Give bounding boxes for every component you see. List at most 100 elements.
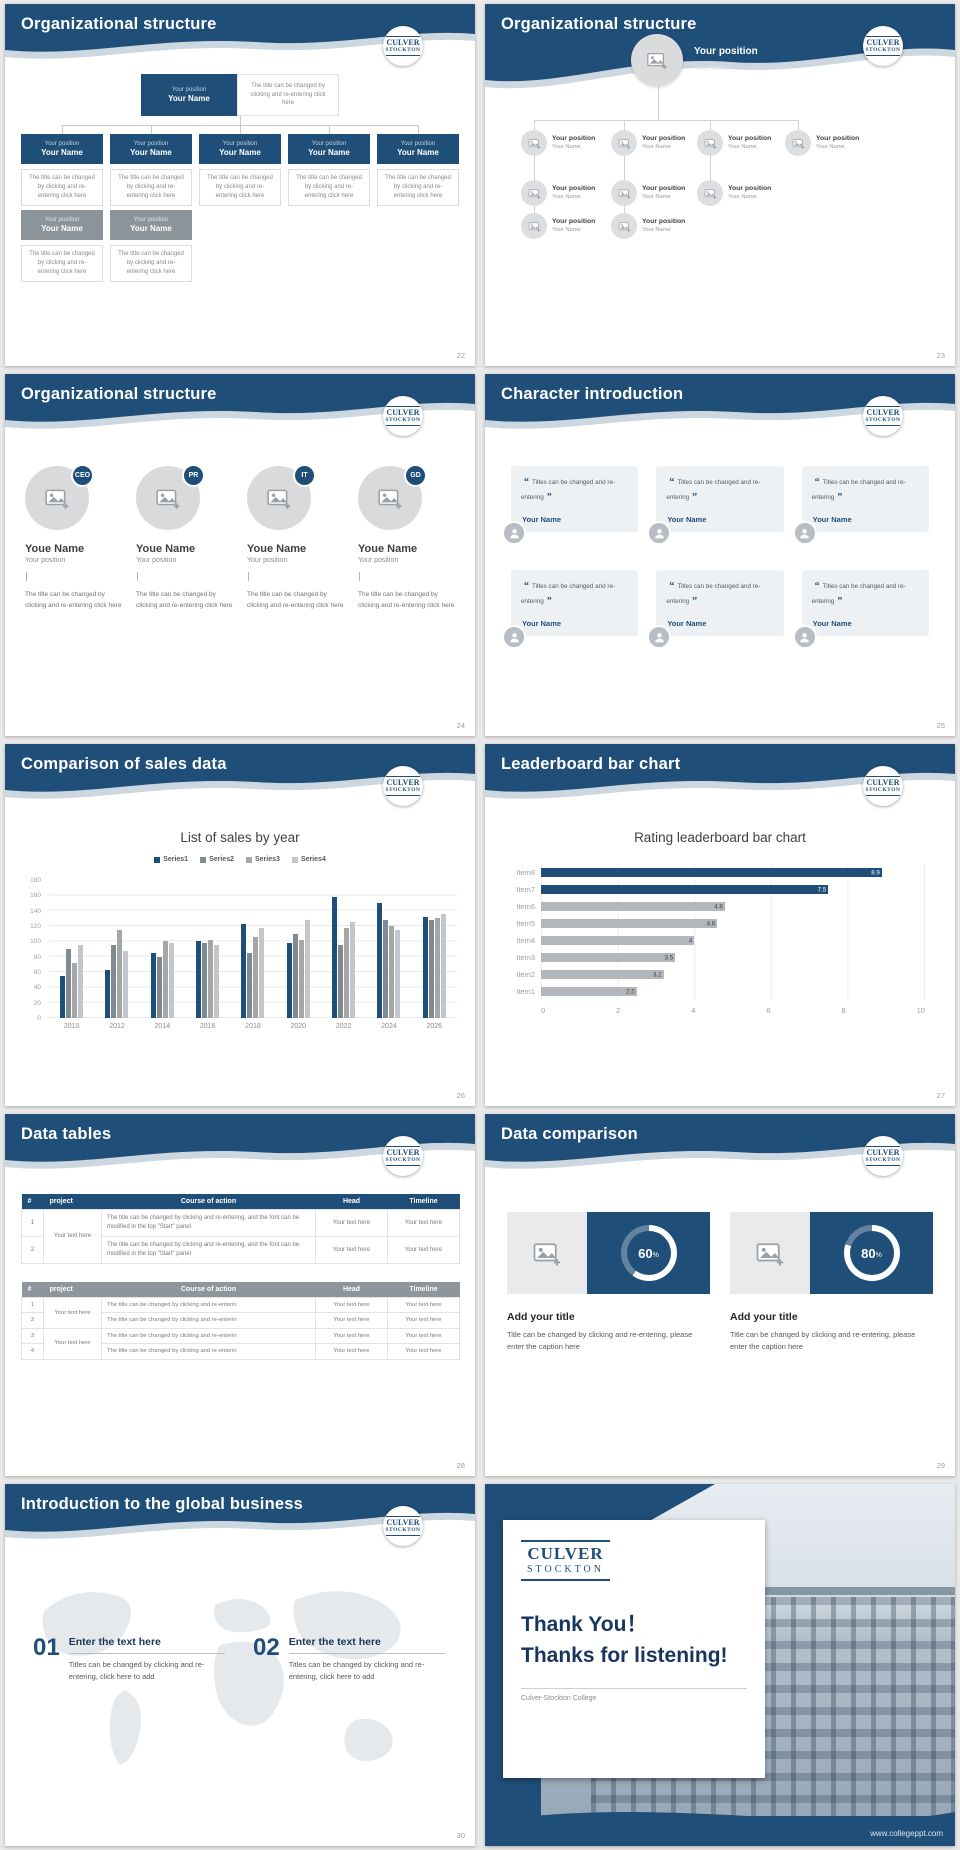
culver-stockton-logo: CULVER STOCKTON [863,26,903,66]
item-title: Enter the text here [68,1636,225,1654]
org-node: Your position Your Name [697,180,771,206]
logo-line1: CULVER [386,35,420,47]
college-name: Culver-Stockton College [521,1687,747,1702]
logo-line1: CULVER [866,775,900,787]
card-title: Add your title [730,1311,798,1323]
bar [208,940,214,1018]
bar [434,918,440,1018]
legend-item: Series1 [154,856,188,863]
bar [332,897,338,1018]
table-cell: Your text here [387,1236,460,1264]
table-cell: Your text here [43,1209,102,1264]
slide-28-data-tables[interactable]: Data tables CULVER STOCKTON # project Co… [5,1114,475,1476]
logo-line2: STOCKTON [865,1157,901,1167]
world-map [42,1591,401,1765]
person-name: Youe Name [358,543,418,555]
bar [150,953,156,1018]
table-cell: 1 [21,1296,44,1314]
slide-26-sales-comparison-chart[interactable]: Comparison of sales data CULVER STOCKTON… [5,744,475,1106]
bar [298,940,304,1018]
x-tick-label: 6 [766,1006,771,1015]
s25-grid: “Titles can be changed and re-entering” Y… [502,466,929,649]
leaderboard-chart: Item8 Item7 Item6 Item5 Item4 Item3 Item2 Item1… [509,864,925,1000]
slide-25-character-introduction[interactable]: Character introduction CULVER STOCKTON “… [485,374,955,736]
slide-29-data-comparison[interactable]: Data comparison CULVER STOCKTON 60% Add … [485,1114,955,1476]
bar [395,930,401,1018]
x-tick-label: 2016 [199,1023,216,1030]
bar [350,922,356,1018]
logo-line1: CULVER [386,775,420,787]
org-root-position: Your position [694,45,758,57]
x-tick-label: 0 [541,1006,546,1015]
y-tick-label: 0 [37,1015,41,1022]
logo-line2: STOCKTON [865,47,901,57]
person-note: The title can be changed by clicking and… [25,591,122,610]
quote-text: “Titles can be changed and re-entering” [811,477,906,503]
person-name: Youe Name [247,543,307,555]
donut-panel: 80% [810,1212,933,1294]
image-placeholder-icon [507,1212,587,1294]
donut-ring: 60% [620,1225,677,1281]
thanks-line2: Thanks for listening! [521,1644,728,1668]
header-wave [5,374,475,429]
bar-value-label: 7.5 [817,886,827,893]
org-root-note: The title can be changed by clicking and… [237,74,339,116]
bar [286,943,292,1018]
column-header: Head [315,1282,388,1298]
slide-23-organizational-structure[interactable]: Organizational structure CULVER STOCKTON… [485,4,955,366]
logo-line2: STOCKTON [385,417,421,427]
numbered-item: 02 Enter the text here Titles can be cha… [253,1636,445,1682]
quote-text: “Titles can be changed and re-entering” [811,581,906,607]
quote-text: “Titles can be changed and re-entering” [666,477,761,503]
bar-value-label: 8.9 [871,869,880,876]
y-tick-label: 40 [33,984,41,992]
header-wave [5,1484,475,1539]
y-tick-label: 60 [33,969,41,976]
table-row: 3 Your text here The title can be change… [21,1327,460,1360]
bar: 7.5 [541,885,829,894]
bar-row: 8.9 [541,864,924,881]
table-cell: The title can be changed by clicking and… [101,1312,316,1329]
y-tick-label: Item7 [516,885,535,894]
org-node: Your position Your Name [611,213,685,239]
image-placeholder-icon [521,130,547,156]
slide-30-global-business[interactable]: Introduction to the global business CULV… [5,1484,475,1846]
slide-22-organizational-structure[interactable]: Organizational structure CULVER STOCKTON… [5,4,475,366]
slide-24-organizational-structure[interactable]: Organizational structure CULVER STOCKTON… [5,374,475,736]
bar-value-label: 4 [688,937,693,944]
bar [123,951,129,1018]
org-node: Your position Your Name The title can be c… [21,134,103,206]
person-position: Your position [358,557,399,564]
org-root-box: Your position Your Name [141,74,237,116]
slide-27-leaderboard-chart[interactable]: Leaderboard bar chart CULVER STOCKTON Ra… [485,744,955,1106]
slide-header: Character introduction CULVER STOCKTON [485,374,955,436]
donut-percent: 60 [638,1245,653,1261]
page-number: 26 [456,1091,465,1100]
org-node: Your position Your Name [785,130,859,156]
logo-line1: CULVER [866,405,900,417]
column-header: Course of action [101,1282,316,1298]
bar-group [150,880,174,1018]
header-wave [485,744,955,799]
table-cell: 2 [21,1312,44,1329]
culver-stockton-logo: CULVER STOCKTON [383,1506,423,1546]
person-position: Your position [247,557,288,564]
image-placeholder-icon [631,34,683,86]
person-avatar-icon [792,521,817,545]
slide-31-thank-you[interactable]: CULVER STOCKTON Thank You！ Thanks for li… [485,1484,955,1846]
image-placeholder-icon [611,213,637,239]
x-tick-label: 2010 [63,1023,80,1030]
slide-header: Data comparison CULVER STOCKTON [485,1114,955,1176]
header-wave [485,374,955,429]
slide-header: Data tables CULVER STOCKTON [5,1114,475,1176]
quote-text: “Titles can be changed and re-entering” [666,581,761,607]
card-caption: Title can be changed by clicking and re-… [507,1330,693,1351]
culver-stockton-logo: CULVER STOCKTON [383,766,423,806]
culver-stockton-logo: CULVER STOCKTON [521,1540,610,1581]
slide-title: Character introduction [501,385,684,403]
person-position: Your position [136,557,177,564]
org-node-note: The title can be changed by clicking and… [377,169,459,206]
bar [344,928,350,1018]
legend-item: Series4 [291,856,326,863]
y-tick-label: Item4 [516,936,535,945]
